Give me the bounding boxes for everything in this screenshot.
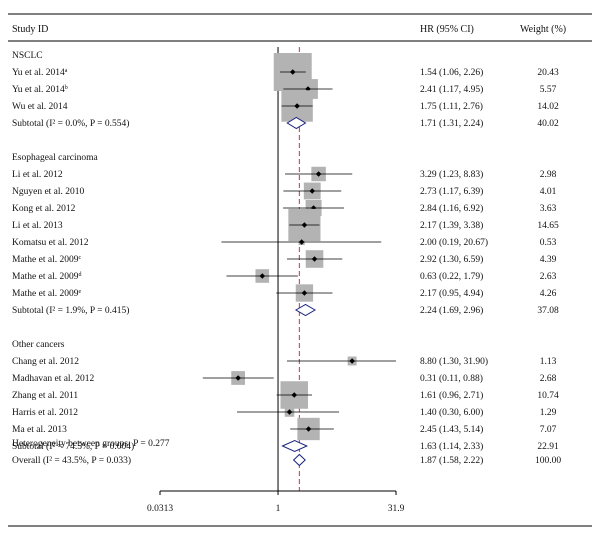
- point-estimate: [286, 409, 293, 415]
- hr-ci-value: 2.00 (0.19, 20.67): [420, 237, 488, 248]
- point-estimate: [291, 392, 298, 398]
- study-label: Wu et al. 2014: [12, 102, 68, 112]
- hr-ci-value: 8.80 (1.30, 31.90): [420, 356, 488, 367]
- study-superscript: b: [65, 85, 68, 91]
- study-label: Chang et al. 2012: [12, 357, 79, 367]
- subtotal-hr-ci: 2.24 (1.69, 2.96): [420, 305, 483, 316]
- study-label: Mathe et al. 2009d: [12, 272, 81, 282]
- heterogeneity-text: Heterogeneity between groups: P = 0.277: [12, 439, 170, 449]
- subtotal-hr-ci: 1.63 (1.14, 2.33): [420, 441, 483, 452]
- study-superscript: a: [65, 68, 68, 74]
- hr-ci-value: 0.63 (0.22, 1.79): [420, 271, 483, 282]
- weight-value: 2.68: [540, 374, 557, 384]
- weight-value: 2.98: [540, 170, 557, 180]
- study-label: Mathe et al. 2009e: [12, 289, 81, 299]
- hr-ci-value: 2.92 (1.30, 6.59): [420, 254, 483, 265]
- study-label: Mathe et al. 2009c: [12, 255, 81, 265]
- subtotal-hr-ci: 1.71 (1.31, 2.24): [420, 118, 483, 129]
- group-heading: Other cancers: [12, 340, 65, 350]
- study-superscript: d: [78, 272, 81, 278]
- overall-diamond: [292, 453, 306, 467]
- point-estimate: [309, 188, 316, 194]
- point-estimate: [305, 426, 312, 432]
- weight-value: 10.74: [537, 391, 559, 401]
- weight-value: 1.29: [540, 408, 557, 418]
- study-label: Komatsu et al. 2012: [12, 238, 89, 248]
- weight-value: 14.02: [537, 102, 559, 112]
- point-estimate: [301, 222, 308, 228]
- overall-weight: 100.00: [535, 456, 561, 466]
- subtotal-weight: 22.91: [537, 442, 559, 452]
- hr-ci-value: 0.31 (0.11, 0.88): [420, 373, 483, 384]
- hr-ci-value: 1.61 (0.96, 2.71): [420, 390, 483, 401]
- study-label: Kong et al. 2012: [12, 204, 76, 214]
- hr-ci-value: 3.29 (1.23, 8.83): [420, 169, 483, 180]
- study-label: Madhavan et al. 2012: [12, 374, 95, 384]
- hr-ci-value: 2.17 (1.39, 3.38): [420, 220, 483, 231]
- weight-value: 5.57: [540, 85, 557, 95]
- forest-rows: NSCLC Yu et al. 2014a 1.54 (1.06, 2.26) 20.…: [12, 47, 561, 491]
- header-weight: Weight (%): [520, 24, 566, 35]
- weight-value: 4.39: [540, 255, 557, 265]
- group-heading: Esophageal carcinoma: [12, 153, 99, 163]
- overall-label: Overall (I² = 43.5%, P = 0.033): [12, 455, 131, 466]
- weight-value: 14.65: [537, 221, 559, 231]
- subtotal-diamond: [281, 439, 309, 453]
- hr-ci-value: 2.84 (1.16, 6.92): [420, 203, 483, 214]
- study-label: Li et al. 2013: [12, 221, 63, 231]
- overall-hr-ci: 1.87 (1.58, 2.22): [420, 455, 483, 466]
- weight-value: 4.26: [540, 289, 557, 299]
- study-superscript: e: [78, 289, 81, 295]
- subtotal-label: Subtotal (I² = 0.0%, P = 0.554): [12, 118, 129, 129]
- study-label: Ma et al. 2013: [12, 425, 67, 435]
- subtotal-weight: 37.08: [537, 306, 559, 316]
- subtotal-diamond: [286, 116, 307, 130]
- study-label: Yu et al. 2014a: [12, 68, 68, 78]
- x-tick-label: 0.0313: [147, 504, 173, 514]
- header-hr: HR (95% CI): [420, 24, 474, 35]
- study-superscript: c: [78, 255, 81, 261]
- point-estimate: [311, 256, 318, 262]
- study-label: Zhang et al. 2011: [12, 391, 78, 401]
- weight-value: 7.07: [540, 425, 557, 435]
- point-estimate: [294, 103, 300, 109]
- hr-ci-value: 2.17 (0.95, 4.94): [420, 288, 483, 299]
- hr-ci-value: 1.54 (1.06, 2.26): [420, 67, 483, 78]
- point-estimate: [298, 239, 305, 245]
- group-heading: NSCLC: [12, 51, 43, 61]
- point-estimate: [349, 358, 355, 364]
- hr-ci-value: 1.40 (0.30, 6.00): [420, 407, 483, 418]
- study-label: Yu et al. 2014b: [12, 85, 68, 95]
- subtotal-label: Subtotal (I² = 74.5%, P = 0.004): [12, 441, 134, 452]
- point-estimate: [315, 171, 322, 177]
- weight-value: 2.63: [540, 272, 557, 282]
- point-estimate: [235, 375, 241, 381]
- study-label: Harris et al. 2012: [12, 408, 78, 418]
- subtotal-label: Subtotal (I² = 1.9%, P = 0.415): [12, 305, 129, 316]
- study-label: Nguyen et al. 2010: [12, 187, 85, 197]
- subtotal-weight: 40.02: [537, 119, 559, 129]
- x-axis: 0.0313 1 31.9: [147, 490, 405, 514]
- weight-value: 20.43: [537, 68, 559, 78]
- point-estimate: [259, 273, 266, 279]
- hr-ci-value: 2.45 (1.43, 5.14): [420, 424, 483, 435]
- header-study-id: Study ID: [12, 24, 48, 35]
- weight-value: 3.63: [540, 204, 557, 214]
- point-estimate: [289, 69, 296, 75]
- x-tick-label: 31.9: [388, 504, 405, 514]
- study-label: Li et al. 2012: [12, 170, 63, 180]
- hr-ci-value: 2.73 (1.17, 6.39): [420, 186, 483, 197]
- weight-value: 4.01: [540, 187, 557, 197]
- weight-value: 1.13: [540, 357, 557, 367]
- weight-value: 0.53: [540, 238, 557, 248]
- x-tick-label: 1: [276, 504, 281, 514]
- subtotal-diamond: [294, 303, 316, 317]
- hr-ci-value: 1.75 (1.11, 2.76): [420, 101, 483, 112]
- point-estimate: [301, 290, 308, 296]
- hr-ci-value: 2.41 (1.17, 4.95): [420, 84, 483, 95]
